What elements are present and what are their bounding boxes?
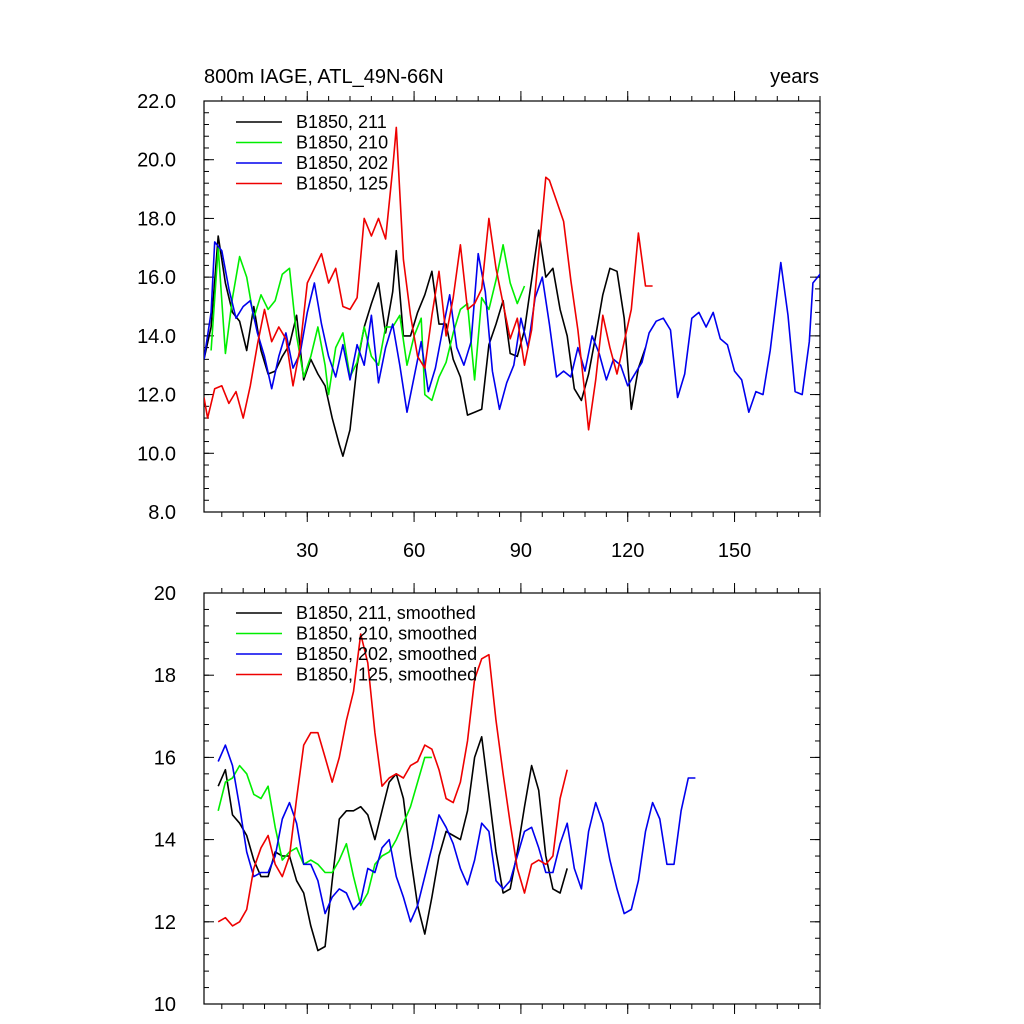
axis-ticks: 8.0 10.0 12.0 14.0 16.0 18.0 20.0 22.0 30 60 90 120…	[137, 91, 821, 562]
series-layer	[217, 633, 696, 952]
chart-title: 800m IAGE, ATL_49N-66N	[204, 66, 444, 88]
legend-label: B1850, 125	[296, 174, 388, 194]
legend-label: B1850, 125, smoothed	[296, 665, 477, 685]
top-panel: 800m IAGE, ATL_49N-66N years 8.0 10.0 12.0…	[137, 66, 821, 562]
y-tick-label: 16	[154, 747, 176, 769]
legend-label: B1850, 202, smoothed	[296, 644, 477, 664]
y-tick-label: 22.0	[137, 91, 176, 113]
y-tick-label: 16.0	[137, 267, 176, 289]
y-tick-label: 20.0	[137, 150, 176, 172]
plot-frame	[203, 592, 821, 1005]
y-tick-label: 14	[154, 830, 176, 852]
x-tick-label: 90	[510, 540, 532, 562]
x-tick-label: 60	[403, 540, 425, 562]
y-tick-label: 12	[154, 912, 176, 934]
y-tick-label: 14.0	[137, 326, 176, 348]
plot-frame	[203, 100, 821, 513]
y-tick-label: 20	[154, 583, 176, 605]
series-line	[217, 756, 432, 907]
series-layer	[204, 126, 820, 457]
legend-label: B1850, 210	[296, 133, 388, 153]
legend-label: B1850, 210, smoothed	[296, 624, 477, 644]
y-tick-label: 12.0	[137, 385, 176, 407]
series-line	[204, 229, 647, 457]
y-tick-label: 10.0	[137, 443, 176, 465]
x-tick-label: 120	[611, 540, 644, 562]
legend-label: B1850, 211, smoothed	[296, 603, 476, 623]
series-line	[217, 744, 696, 923]
legend-label: B1850, 211	[296, 112, 387, 132]
y-tick-label: 18.0	[137, 208, 176, 230]
y-tick-label: 10	[154, 994, 176, 1016]
x-tick-label: 30	[296, 540, 318, 562]
y-tick-label: 18	[154, 665, 176, 687]
series-line	[217, 633, 568, 927]
legend-label: B1850, 202	[296, 153, 388, 173]
series-line	[204, 241, 820, 413]
y-tick-label: 8.0	[148, 502, 176, 524]
axis-ticks: 10 12 14 16 18 20	[154, 583, 821, 1016]
series-line	[204, 126, 653, 431]
title-right-units: years	[770, 66, 819, 88]
x-tick-label: 150	[718, 540, 751, 562]
